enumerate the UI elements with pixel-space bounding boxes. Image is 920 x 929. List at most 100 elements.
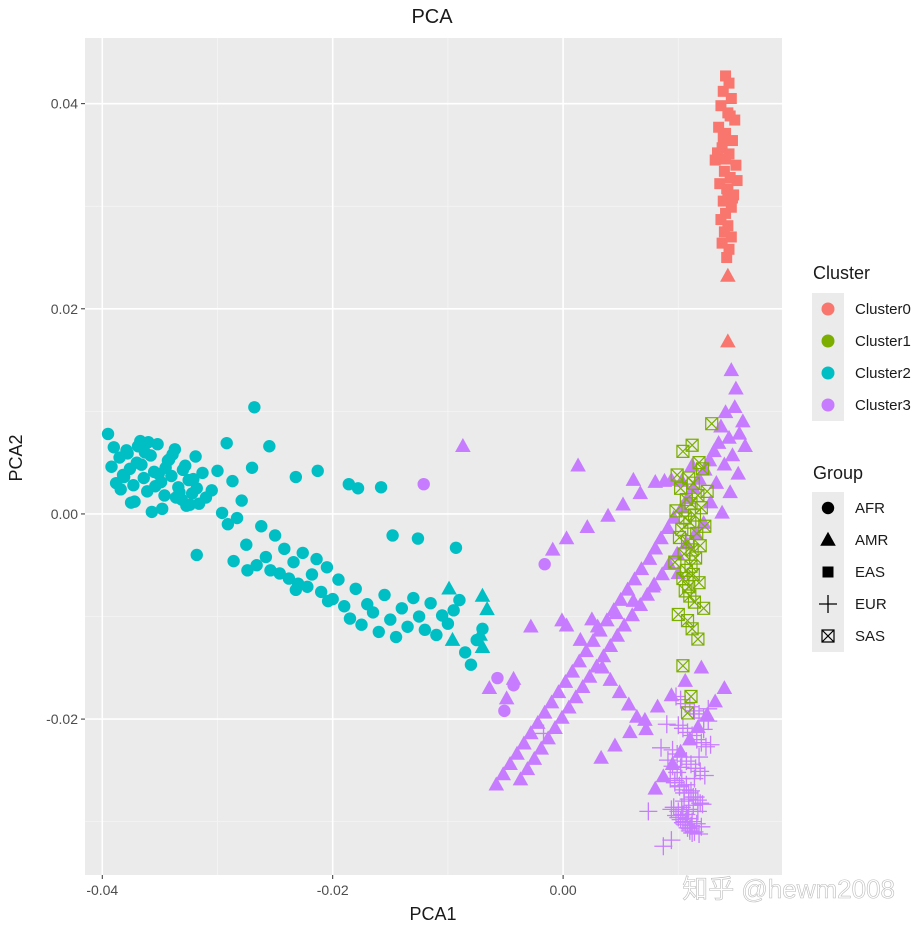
point-cluster1-sas [705,417,719,431]
point-cluster2-afr [245,461,259,474]
point-cluster2-afr [189,450,202,463]
y-tick-label: 0.02 [51,301,78,317]
point-cluster3-eur [695,766,714,785]
legend-key-eas [822,566,834,578]
point-cluster2-afr [155,502,169,516]
point-cluster1-sas [676,659,690,673]
point-cluster2-afr [107,441,121,454]
chart-title: PCA [411,6,453,28]
point-cluster3-amr [455,438,471,452]
point-cluster0-eas [730,159,742,171]
point-cluster3-amr [607,737,623,752]
point-cluster3-amr [505,670,522,685]
point-cluster0-eas [722,220,734,232]
point-cluster2-afr [117,470,131,484]
point-cluster3-amr [633,561,650,576]
point-cluster3-amr [543,694,560,709]
legend-key-cluster1 [821,334,835,348]
point-cluster3-eur [693,795,712,814]
point-cluster3-eur [691,794,710,813]
point-cluster2-afr [378,588,391,602]
point-cluster0-eas [726,135,738,147]
point-cluster2-afr [386,529,399,542]
point-cluster3-amr [608,605,624,620]
legend-label-eur: EUR [855,596,887,613]
legend-key-cluster2 [821,366,835,380]
point-cluster0-eas [720,153,732,165]
point-cluster3-amr [726,399,743,414]
point-cluster3-amr [625,592,642,607]
point-cluster1-sas [685,438,699,452]
point-cluster3-eur [681,755,700,774]
point-cluster3-amr [654,566,670,581]
legend-key-cluster3 [821,398,835,412]
point-cluster2-afr [424,596,437,610]
point-cluster2-afr [355,618,368,631]
point-cluster3-eur [690,824,709,843]
point-cluster0-eas [723,77,735,89]
point-cluster0-eas [717,131,729,143]
point-cluster1-sas [700,484,714,498]
point-cluster2-amr [472,626,488,641]
legend-label-cluster1: Cluster1 [855,333,911,350]
point-cluster2-afr [343,612,357,625]
point-cluster2-afr [289,470,303,484]
point-cluster3-amr [647,540,664,555]
point-cluster3-eur [675,792,694,811]
point-cluster0-eas [725,201,737,213]
point-cluster2-afr [278,542,291,556]
point-cluster2-afr [310,552,323,566]
point-cluster3-eur [701,735,720,754]
point-cluster1-sas [695,462,710,476]
point-cluster3-amr [512,771,529,786]
point-cluster2-afr [138,446,152,459]
point-cluster2-afr [289,583,303,597]
point-cluster2-afr [407,591,420,605]
point-cluster3-amr [533,740,550,755]
point-cluster3-amr [609,627,626,642]
point-cluster3-amr [495,766,511,781]
point-cluster3-amr [677,672,694,687]
point-cluster3-amr [557,673,574,688]
point-cluster3-amr [558,617,575,632]
point-cluster0-eas [725,93,737,105]
x-tick-label: 0.00 [549,882,576,898]
point-cluster0-eas [720,70,732,82]
point-cluster3-amr [602,671,619,686]
point-cluster3-eur [668,744,687,763]
point-cluster2-amr [444,631,461,646]
point-cluster3-amr [481,680,498,695]
point-cluster0-eas [717,85,729,97]
point-cluster3-eur [639,802,658,821]
point-cluster0-eas [724,172,736,183]
point-cluster3-afr [417,477,430,491]
point-cluster3-eur [672,748,691,767]
point-cluster3-eur [683,823,702,842]
point-cluster2-amr [479,601,495,616]
point-cluster3-eur [680,821,699,840]
point-cluster2-afr [351,482,365,495]
point-cluster3-eur [687,730,706,749]
point-cluster2-afr [190,548,203,562]
point-cluster2-afr [137,471,150,485]
legend-key-afr [821,501,835,515]
point-cluster0-amr [720,333,736,348]
point-cluster2-afr [101,427,115,441]
point-cluster2-afr [149,480,162,493]
point-cluster2-afr [220,436,233,450]
point-cluster0-eas [718,165,730,177]
y-tick-label: 0.04 [51,96,78,112]
point-cluster2-afr [215,506,229,520]
point-cluster3-amr [620,696,637,711]
point-cluster3-amr [728,380,744,395]
legend-label-cluster0: Cluster0 [855,301,911,318]
legend-label-eas: EAS [855,564,885,581]
point-cluster2-afr [287,555,300,569]
point-cluster2-afr [374,481,388,494]
point-cluster3-amr [722,484,738,499]
point-cluster2-afr [453,593,466,607]
point-cluster3-amr [685,480,702,495]
point-cluster3-amr [536,704,553,719]
point-cluster2-afr [127,479,140,492]
legend-key-amr [820,531,836,546]
